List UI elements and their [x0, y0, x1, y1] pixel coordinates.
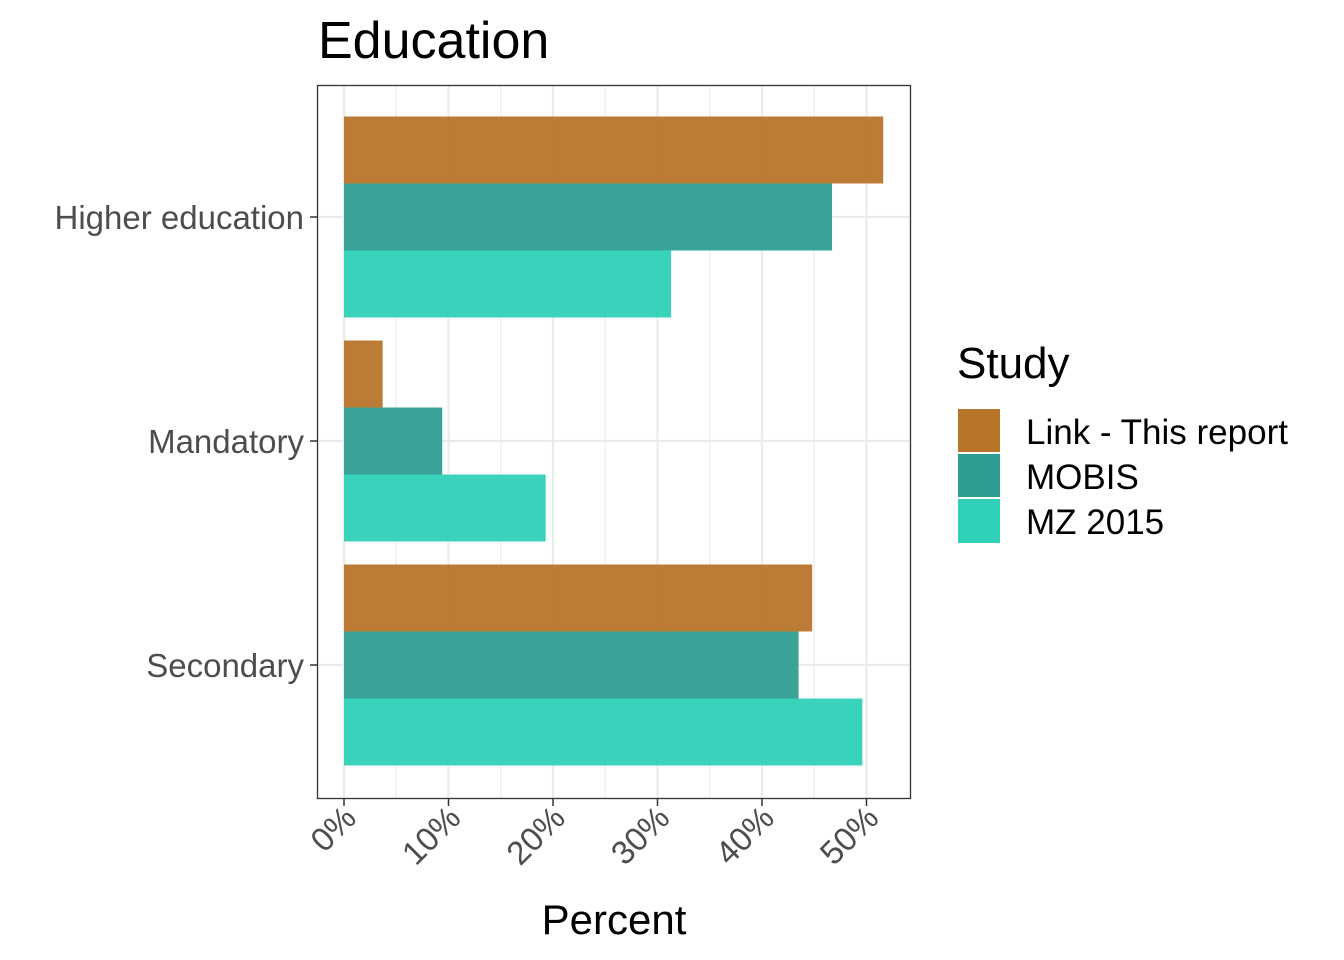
x-axis-title: Percent: [542, 896, 687, 943]
y-axis: Higher education Mandatory Secondary: [55, 199, 318, 684]
x-tick-label: 30%: [604, 799, 677, 872]
bar-link-this-report-higher-education: [344, 116, 884, 184]
plot-panel-border: [316, 84, 912, 800]
bar-mobis-secondary: [344, 631, 799, 699]
bar-link-this-report-mandatory: [344, 340, 383, 408]
x-axis: 0% 10% 20% 30% 40% 50%: [303, 798, 885, 872]
bar-mz-2015-mandatory: [344, 474, 546, 542]
x-tick-label: 0%: [303, 799, 363, 859]
legend-label: MOBIS: [1026, 458, 1139, 497]
legend-title: Study: [957, 339, 1070, 388]
legend: Study Link - This report MOBIS MZ 2015: [957, 339, 1288, 543]
bars: [344, 116, 884, 766]
bar-mobis-mandatory: [344, 407, 443, 475]
legend-key: [958, 453, 1000, 498]
y-tick-label: Higher education: [55, 199, 305, 236]
x-tick-label: 20%: [499, 799, 572, 872]
bar-mz-2015-higher-education: [344, 250, 672, 318]
bar-mz-2015-secondary: [344, 698, 863, 766]
x-tick-label: 50%: [813, 799, 886, 872]
chart-title: Education: [318, 12, 549, 70]
legend-label: MZ 2015: [1026, 503, 1164, 542]
x-tick-label: 40%: [708, 799, 781, 872]
legend-key: [958, 498, 1000, 543]
x-tick-label: 10%: [395, 799, 468, 872]
bar-mobis-higher-education: [344, 183, 833, 251]
y-tick-label: Secondary: [146, 647, 304, 684]
y-tick-label: Mandatory: [148, 423, 304, 460]
bar-link-this-report-secondary: [344, 564, 813, 632]
legend-key: [958, 408, 1000, 453]
legend-label: Link - This report: [1026, 413, 1288, 452]
